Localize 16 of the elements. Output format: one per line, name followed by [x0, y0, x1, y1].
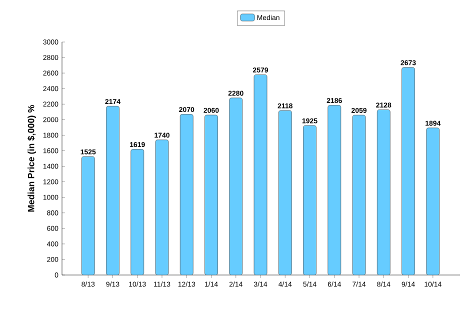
y-axis-title: Median Price (in $,000) %: [27, 104, 36, 212]
bar: [155, 140, 169, 275]
bar: [254, 74, 268, 275]
bar: [376, 110, 390, 275]
bar: [328, 105, 342, 275]
bar: [278, 110, 292, 275]
bar: [204, 114, 218, 275]
bar: [106, 106, 120, 275]
bar: [130, 149, 144, 275]
bar: [180, 114, 194, 275]
bar: [352, 114, 366, 275]
bar: [303, 125, 316, 275]
bar: [426, 128, 440, 275]
bar: [229, 98, 243, 275]
bar: [81, 156, 95, 275]
bar: [402, 67, 415, 275]
